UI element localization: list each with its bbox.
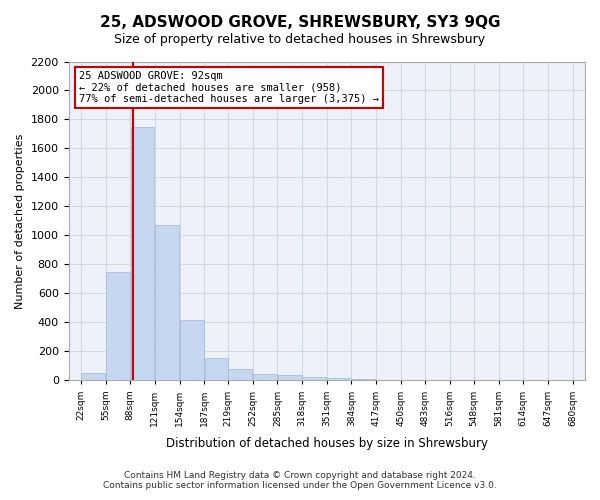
- Text: 25 ADSWOOD GROVE: 92sqm
← 22% of detached houses are smaller (958)
77% of semi-d: 25 ADSWOOD GROVE: 92sqm ← 22% of detache…: [79, 71, 379, 104]
- Bar: [81, 373, 105, 380]
- Text: Contains HM Land Registry data © Crown copyright and database right 2024.
Contai: Contains HM Land Registry data © Crown c…: [103, 470, 497, 490]
- Text: 25, ADSWOOD GROVE, SHREWSBURY, SY3 9QG: 25, ADSWOOD GROVE, SHREWSBURY, SY3 9QG: [100, 15, 500, 30]
- Bar: [131, 126, 154, 380]
- Y-axis label: Number of detached properties: Number of detached properties: [15, 134, 25, 308]
- Bar: [302, 377, 326, 380]
- Bar: [155, 224, 179, 380]
- X-axis label: Distribution of detached houses by size in Shrewsbury: Distribution of detached houses by size …: [166, 437, 488, 450]
- Text: Size of property relative to detached houses in Shrewsbury: Size of property relative to detached ho…: [115, 32, 485, 46]
- Bar: [352, 379, 376, 380]
- Bar: [229, 369, 253, 380]
- Bar: [253, 374, 277, 380]
- Bar: [205, 358, 229, 380]
- Bar: [327, 378, 351, 380]
- Bar: [106, 272, 130, 380]
- Bar: [278, 376, 302, 380]
- Bar: [180, 320, 204, 380]
